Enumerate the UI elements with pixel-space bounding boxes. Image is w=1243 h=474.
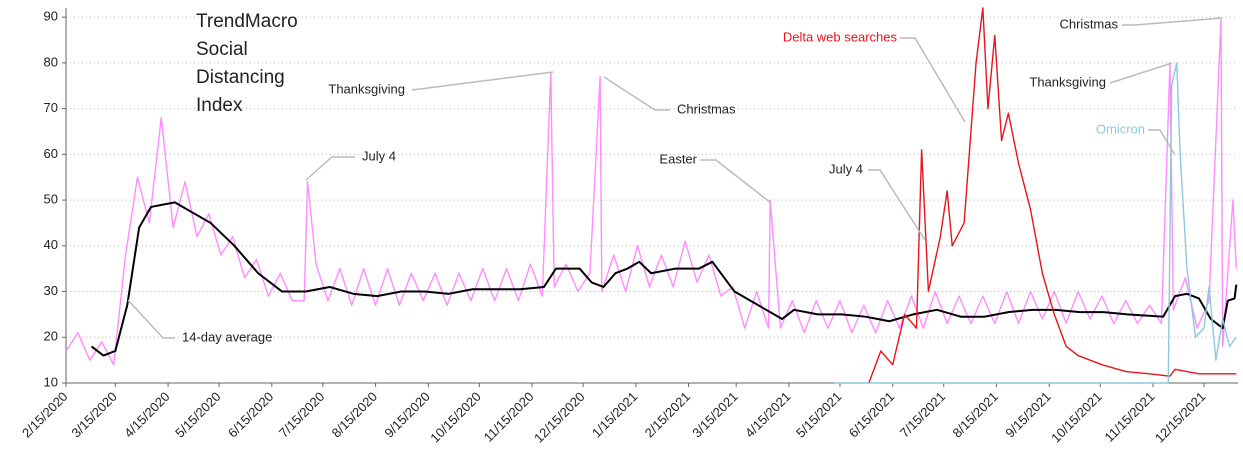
x-tick-label: 4/15/2020 [121, 389, 173, 441]
x-tick-label: 8/15/2021 [949, 389, 1001, 441]
annotation: 14-day average [182, 329, 272, 344]
x-tick-label: 1/15/2021 [589, 389, 641, 441]
leader-line [700, 159, 772, 204]
y-tick-label: 10 [44, 374, 58, 389]
x-tick-label: 11/15/2020 [481, 389, 537, 445]
series-line [834, 62, 1237, 384]
x-tick-label: 7/15/2020 [276, 389, 328, 441]
x-tick-label: 4/15/2021 [742, 389, 794, 441]
y-tick-label: 20 [44, 329, 58, 344]
annotation: July 4 [829, 161, 863, 176]
leader-line [305, 156, 355, 181]
x-tick-label: 9/15/2021 [1002, 389, 1054, 441]
x-tick-label: 6/15/2020 [225, 389, 277, 441]
y-tick-label: 70 [44, 100, 58, 115]
annotation: Christmas [1059, 16, 1118, 31]
annotation: Delta web searches [783, 29, 898, 44]
chart-title: Index [196, 95, 243, 116]
x-tick-label: 8/15/2020 [329, 389, 381, 441]
annotation: Thanksgiving [1029, 74, 1106, 89]
x-tick-label: 5/15/2020 [172, 389, 224, 441]
leader-line [603, 76, 670, 111]
chart-title: TrendMacro [196, 11, 298, 32]
y-tick-label: 30 [44, 283, 58, 298]
y-tick-label: 60 [44, 146, 58, 161]
leader-line [900, 37, 966, 123]
x-tick-label: 6/15/2021 [846, 389, 898, 441]
x-tick-label: 10/15/2020 [427, 389, 484, 446]
chart-title: Distancing [196, 67, 285, 88]
x-tick-label: 10/15/2021 [1048, 389, 1105, 446]
x-tick-label: 2/15/2021 [642, 389, 694, 441]
x-tick-label: 9/15/2020 [381, 389, 433, 441]
x-tick-label: 3/15/2020 [68, 389, 120, 441]
y-tick-label: 80 [44, 54, 58, 69]
annotation: Thanksgiving [328, 81, 405, 96]
series-line [868, 7, 1237, 384]
leader-line [1148, 129, 1176, 156]
y-tick-label: 40 [44, 237, 58, 252]
x-tick-label: 12/15/2020 [531, 389, 588, 446]
leader-line [868, 169, 926, 241]
y-tick-label: 50 [44, 192, 58, 207]
leader-line [1122, 17, 1223, 26]
x-tick-label: 3/15/2021 [689, 389, 741, 441]
x-tick-label: 7/15/2021 [897, 389, 949, 441]
leader-line [411, 71, 554, 91]
x-tick-label: 12/15/2021 [1152, 389, 1209, 446]
y-tick-label: 90 [44, 9, 58, 24]
annotation: Christmas [677, 101, 736, 116]
annotation: Easter [659, 151, 697, 166]
series-line [90, 201, 1238, 357]
annotation: Omicron [1096, 121, 1145, 136]
x-tick-label: 11/15/2021 [1102, 389, 1158, 445]
x-tick-label: 2/15/2020 [19, 389, 71, 441]
x-tick-label: 5/15/2021 [793, 389, 845, 441]
leader-line [127, 299, 175, 339]
leader-line [1109, 62, 1173, 84]
chart-title: Social [196, 39, 248, 60]
annotation: July 4 [362, 148, 396, 163]
